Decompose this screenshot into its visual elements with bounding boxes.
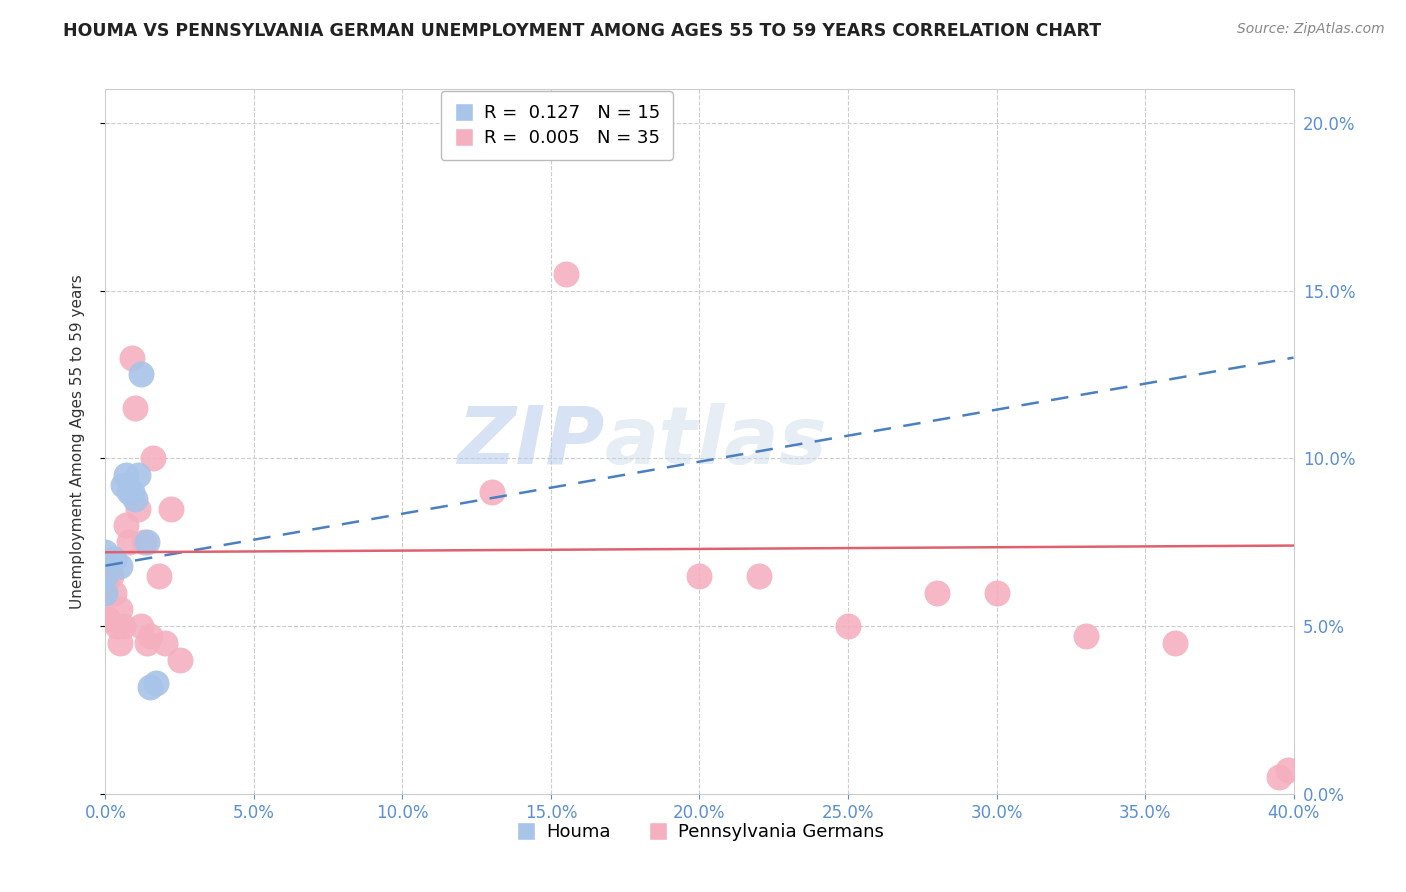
Point	[97, 568, 120, 582]
Point	[127, 468, 149, 483]
Point	[100, 568, 122, 582]
Point	[105, 619, 128, 633]
Y-axis label: Unemployment Among Ages 55 to 59 years: Unemployment Among Ages 55 to 59 years	[70, 274, 84, 609]
Point	[110, 636, 132, 650]
Point	[110, 602, 132, 616]
Point	[159, 501, 181, 516]
Point	[837, 619, 859, 633]
Point	[148, 568, 170, 582]
Point	[129, 619, 152, 633]
Point	[129, 368, 152, 382]
Text: atlas: atlas	[605, 402, 827, 481]
Point	[94, 545, 117, 559]
Point	[94, 568, 117, 582]
Point	[124, 401, 146, 415]
Point	[136, 636, 159, 650]
Text: HOUMA VS PENNSYLVANIA GERMAN UNEMPLOYMENT AMONG AGES 55 TO 59 YEARS CORRELATION : HOUMA VS PENNSYLVANIA GERMAN UNEMPLOYMEN…	[63, 22, 1101, 40]
Point	[1164, 636, 1187, 650]
Point	[927, 585, 949, 599]
Point	[1074, 629, 1097, 643]
Point	[145, 676, 167, 690]
Point	[1267, 770, 1289, 784]
Point	[142, 451, 165, 466]
Point	[112, 478, 135, 492]
Text: ZIP: ZIP	[457, 402, 605, 481]
Point	[748, 568, 770, 582]
Point	[124, 491, 146, 506]
Point	[139, 629, 162, 643]
Point	[153, 636, 176, 650]
Legend: Houma, Pennsylvania Germans: Houma, Pennsylvania Germans	[509, 816, 890, 848]
Point	[132, 535, 155, 549]
Point	[1277, 764, 1299, 778]
Point	[118, 535, 141, 549]
Point	[481, 484, 503, 499]
Point	[94, 585, 117, 599]
Point	[103, 552, 125, 566]
Point	[103, 585, 125, 599]
Point	[136, 535, 159, 549]
Point	[112, 619, 135, 633]
Point	[97, 612, 120, 626]
Point	[94, 585, 117, 599]
Point	[115, 468, 138, 483]
Point	[139, 680, 162, 694]
Point	[127, 501, 149, 516]
Point	[121, 484, 143, 499]
Point	[689, 568, 711, 582]
Point	[554, 267, 576, 281]
Point	[115, 518, 138, 533]
Point	[118, 484, 141, 499]
Point	[110, 558, 132, 573]
Point	[121, 351, 143, 365]
Point	[169, 653, 191, 667]
Point	[94, 612, 117, 626]
Point	[986, 585, 1008, 599]
Text: Source: ZipAtlas.com: Source: ZipAtlas.com	[1237, 22, 1385, 37]
